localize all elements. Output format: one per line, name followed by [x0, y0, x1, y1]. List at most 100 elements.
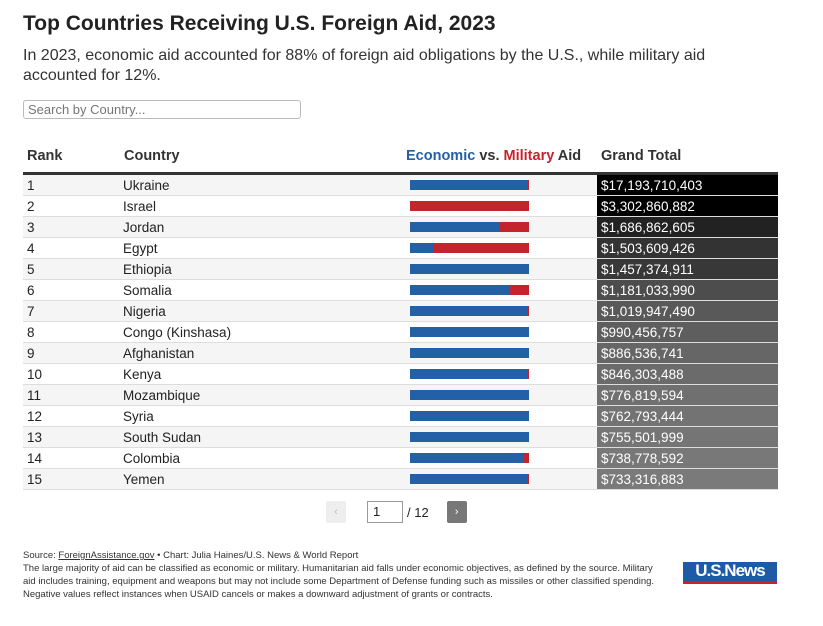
country-cell: Nigeria: [123, 300, 405, 322]
rank-cell: 12: [23, 405, 123, 427]
aid-bar-cell: [405, 173, 597, 196]
country-cell: Yemen: [123, 468, 405, 490]
rank-cell: 1: [23, 173, 123, 196]
total-cell: $846,303,488: [597, 363, 778, 385]
economic-segment: [410, 453, 524, 463]
source-link[interactable]: ForeignAssistance.gov: [58, 550, 155, 561]
table-row: 4 Egypt $1,503,609,426: [23, 237, 778, 259]
economic-segment: [410, 432, 529, 442]
economic-segment: [410, 222, 500, 232]
rank-cell: 15: [23, 468, 123, 490]
economic-segment: [410, 180, 527, 190]
table-row: 9 Afghanistan $886,536,741: [23, 342, 778, 364]
credit: • Chart: Julia Haines/U.S. News & World …: [154, 550, 359, 561]
country-cell: Mozambique: [123, 384, 405, 406]
aid-table: Rank Country Economic vs. Military Aid G…: [23, 140, 778, 490]
aid-bar: [410, 327, 529, 337]
prev-page-button[interactable]: ‹: [326, 501, 346, 523]
rank-cell: 2: [23, 195, 123, 217]
chart-title: Top Countries Receiving U.S. Foreign Aid…: [23, 12, 496, 35]
total-cell: $1,503,609,426: [597, 237, 778, 259]
aid-bar-cell: [405, 426, 597, 448]
table-row: 11 Mozambique $776,819,594: [23, 384, 778, 406]
legend-military: Military: [503, 148, 555, 164]
rank-cell: 3: [23, 216, 123, 238]
table-row: 15 Yemen $733,316,883: [23, 468, 778, 490]
aid-bar: [410, 453, 529, 463]
rank-cell: 10: [23, 363, 123, 385]
source-label: Source:: [23, 550, 59, 561]
next-page-button[interactable]: ›: [446, 501, 467, 523]
rank-cell: 4: [23, 237, 123, 259]
aid-bar: [410, 411, 529, 421]
aid-bar-cell: [405, 363, 597, 385]
header-aid[interactable]: Economic vs. Military Aid: [405, 140, 597, 175]
total-cell: $776,819,594: [597, 384, 778, 406]
aid-bar-cell: [405, 321, 597, 343]
country-cell: Colombia: [123, 447, 405, 469]
aid-bar-cell: [405, 258, 597, 280]
total-cell: $733,316,883: [597, 468, 778, 490]
table-row: 7 Nigeria $1,019,947,490: [23, 300, 778, 322]
country-cell: Kenya: [123, 363, 405, 385]
aid-bar: [410, 369, 529, 379]
pagination: ‹ 1 / 12 ›: [326, 501, 467, 523]
subtitle: In 2023, economic aid accounted for 88% …: [23, 47, 706, 84]
country-cell: Israel: [123, 195, 405, 217]
aid-bar-cell: [405, 216, 597, 238]
legend-aid: Aid: [554, 148, 582, 164]
header-rank[interactable]: Rank: [23, 140, 123, 175]
aid-bar-cell: [405, 447, 597, 469]
table-row: 8 Congo (Kinshasa) $990,456,757: [23, 321, 778, 343]
total-cell: $17,193,710,403: [597, 173, 778, 196]
table-row: 13 South Sudan $755,501,999: [23, 426, 778, 448]
total-cell: $886,536,741: [597, 342, 778, 364]
economic-segment: [410, 390, 529, 400]
rank-cell: 14: [23, 447, 123, 469]
header-total[interactable]: Grand Total: [597, 140, 778, 175]
aid-bar-cell: [405, 405, 597, 427]
table-row: 6 Somalia $1,181,033,990: [23, 279, 778, 301]
total-cell: $990,456,757: [597, 321, 778, 343]
total-cell: $738,778,592: [597, 447, 778, 469]
table-row: 5 Ethiopia $1,457,374,911: [23, 258, 778, 280]
aid-bar-cell: [405, 195, 597, 217]
table-row: 2 Israel $3,302,860,882: [23, 195, 778, 217]
legend-economic: Economic: [406, 148, 476, 164]
rank-cell: 5: [23, 258, 123, 280]
footer: Source: ForeignAssistance.gov • Chart: J…: [23, 549, 663, 601]
aid-bar-cell: [405, 384, 597, 406]
table-row: 12 Syria $762,793,444: [23, 405, 778, 427]
country-cell: Congo (Kinshasa): [123, 321, 405, 343]
footnote: The large majority of aid can be classif…: [23, 563, 655, 600]
search-input[interactable]: [23, 100, 301, 119]
total-cell: $762,793,444: [597, 405, 778, 427]
total-cell: $1,686,862,605: [597, 216, 778, 238]
aid-bar: [410, 474, 529, 484]
usnews-logo: U.S.News: [683, 562, 777, 584]
page-input[interactable]: 1: [367, 501, 403, 523]
country-cell: Ethiopia: [123, 258, 405, 280]
header-country[interactable]: Country: [123, 140, 405, 175]
aid-bar: [410, 348, 529, 358]
page-count: / 12: [407, 504, 429, 520]
economic-segment: [410, 264, 529, 274]
country-cell: Ukraine: [123, 173, 405, 196]
country-cell: Syria: [123, 405, 405, 427]
aid-bar-cell: [405, 237, 597, 259]
economic-segment: [410, 327, 529, 337]
economic-segment: [410, 348, 529, 358]
economic-segment: [410, 243, 433, 253]
total-cell: $1,019,947,490: [597, 300, 778, 322]
country-cell: Egypt: [123, 237, 405, 259]
economic-segment: [410, 285, 510, 295]
country-cell: Jordan: [123, 216, 405, 238]
aid-bar-cell: [405, 342, 597, 364]
rank-cell: 7: [23, 300, 123, 322]
aid-bar: [410, 222, 529, 232]
aid-bar: [410, 201, 529, 211]
country-cell: Somalia: [123, 279, 405, 301]
aid-bar-cell: [405, 300, 597, 322]
aid-bar-cell: [405, 279, 597, 301]
rank-cell: 6: [23, 279, 123, 301]
